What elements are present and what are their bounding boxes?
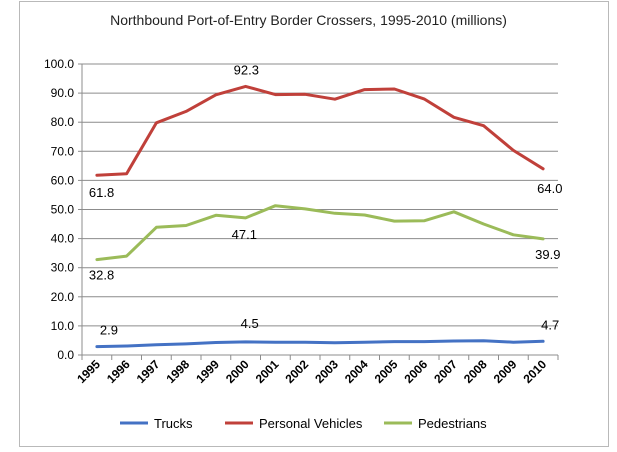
series-line-pedestrians	[95, 204, 545, 262]
x-tick-label: 1995	[74, 357, 103, 386]
legend-label: Pedestrians	[418, 416, 487, 431]
legend-item: Trucks	[120, 416, 193, 431]
x-tick-label: 2002	[282, 357, 311, 386]
series-lines	[95, 84, 545, 349]
x-tick-label: 2000	[223, 357, 252, 386]
legend-item: Personal Vehicles	[225, 416, 363, 431]
x-tick-label: 2008	[461, 357, 490, 386]
y-tick-label: 30.0	[51, 261, 75, 275]
series-line-personal-vehicles	[95, 84, 545, 177]
y-tick-label: 80.0	[51, 115, 75, 129]
y-tick-label: 60.0	[51, 173, 75, 187]
y-tick-label: 90.0	[51, 86, 75, 100]
legend-item: Pedestrians	[384, 416, 487, 431]
x-tick-label: 1996	[104, 357, 133, 386]
x-tick-label: 2005	[372, 357, 401, 386]
y-tick-labels: 0.0 10.0 20.0 30.0 40.0 50.0 60.0 70.0 80.0 90.0 1…	[44, 57, 74, 362]
y-tick-label: 50.0	[51, 203, 75, 217]
x-tick-label: 1998	[163, 357, 192, 386]
axes	[78, 63, 559, 360]
legend: Trucks Personal Vehicles Pedestrians	[120, 416, 487, 431]
x-tick-label: 1999	[193, 357, 222, 386]
x-tick-label: 2010	[520, 357, 549, 386]
chart-title: Northbound Port-of-Entry Border Crossers…	[110, 12, 507, 28]
data-label: 39.9	[535, 247, 560, 262]
legend-label: Trucks	[154, 416, 193, 431]
data-label: 2.9	[100, 323, 118, 338]
x-tick-label: 2009	[491, 357, 520, 386]
data-labels: 2.9 4.5 4.7 61.8 92.3 64.0 32.8 47.1 39.9	[89, 62, 563, 337]
legend-label: Personal Vehicles	[259, 416, 363, 431]
x-tick-label: 2004	[342, 357, 371, 386]
x-tick-label: 1997	[134, 357, 163, 386]
series-line-trucks	[95, 339, 545, 349]
data-label: 4.5	[241, 316, 259, 331]
y-tick-label: 20.0	[51, 290, 75, 304]
x-tick-label: 2006	[401, 357, 430, 386]
y-tick-label: 40.0	[51, 232, 75, 246]
data-label: 92.3	[234, 62, 259, 77]
gridlines	[82, 63, 558, 327]
chart-frame	[19, 1, 609, 447]
y-tick-label: 10.0	[51, 319, 75, 333]
data-label: 32.8	[89, 268, 114, 283]
x-tick-label: 2007	[431, 357, 460, 386]
x-tick-label: 2003	[312, 357, 341, 386]
x-tick-labels: 1995 1996 1997 1998 1999 2000 2001 2002 2003 2004…	[74, 357, 549, 386]
data-label: 47.1	[232, 227, 257, 242]
y-tick-label: 100.0	[44, 57, 74, 71]
y-tick-label: 70.0	[51, 144, 75, 158]
data-label: 64.0	[537, 181, 562, 196]
x-tick-label: 2001	[253, 357, 282, 386]
y-tick-label: 0.0	[57, 348, 74, 362]
data-label: 4.7	[541, 317, 559, 332]
data-label: 61.8	[89, 185, 114, 200]
